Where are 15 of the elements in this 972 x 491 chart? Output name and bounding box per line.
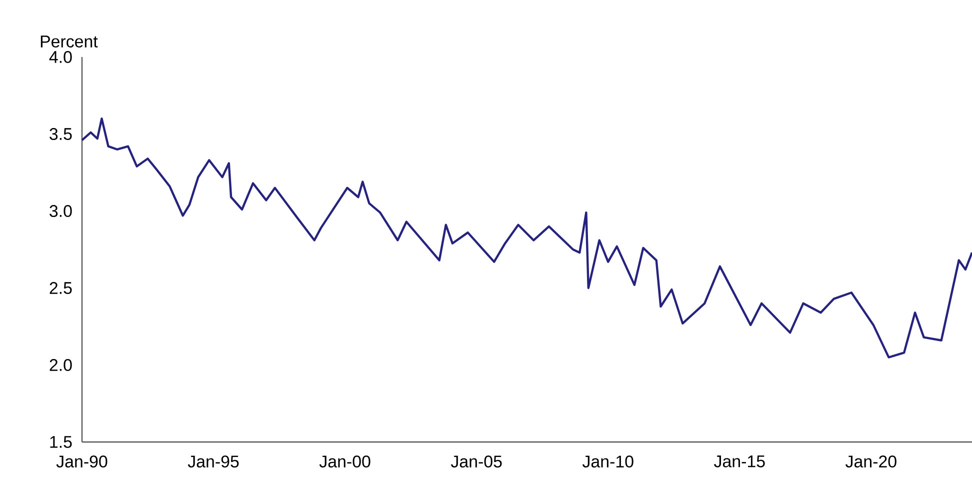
x-tick-label: Jan-00 <box>319 456 370 468</box>
x-tick-label: Jan-05 <box>450 456 502 468</box>
x-tick-label: Jan-95 <box>188 456 239 468</box>
y-tick-label: 1.5 <box>50 436 72 448</box>
y-axis-title: Percent <box>40 36 98 48</box>
y-tick-label: 3.5 <box>50 128 72 140</box>
x-tick-label: Jan-20 <box>846 456 896 468</box>
x-tick-label: Jan-15 <box>714 456 765 468</box>
x-tick-label: Jan-10 <box>582 456 634 468</box>
y-tick-label: 3.0 <box>50 205 72 217</box>
y-tick-label: 2.5 <box>50 282 72 294</box>
y-tick-label: 2.0 <box>50 359 72 371</box>
y-tick-label: 4.0 <box>49 51 72 63</box>
line-series <box>80 118 972 358</box>
x-tick-label: Jan-90 <box>56 456 108 468</box>
